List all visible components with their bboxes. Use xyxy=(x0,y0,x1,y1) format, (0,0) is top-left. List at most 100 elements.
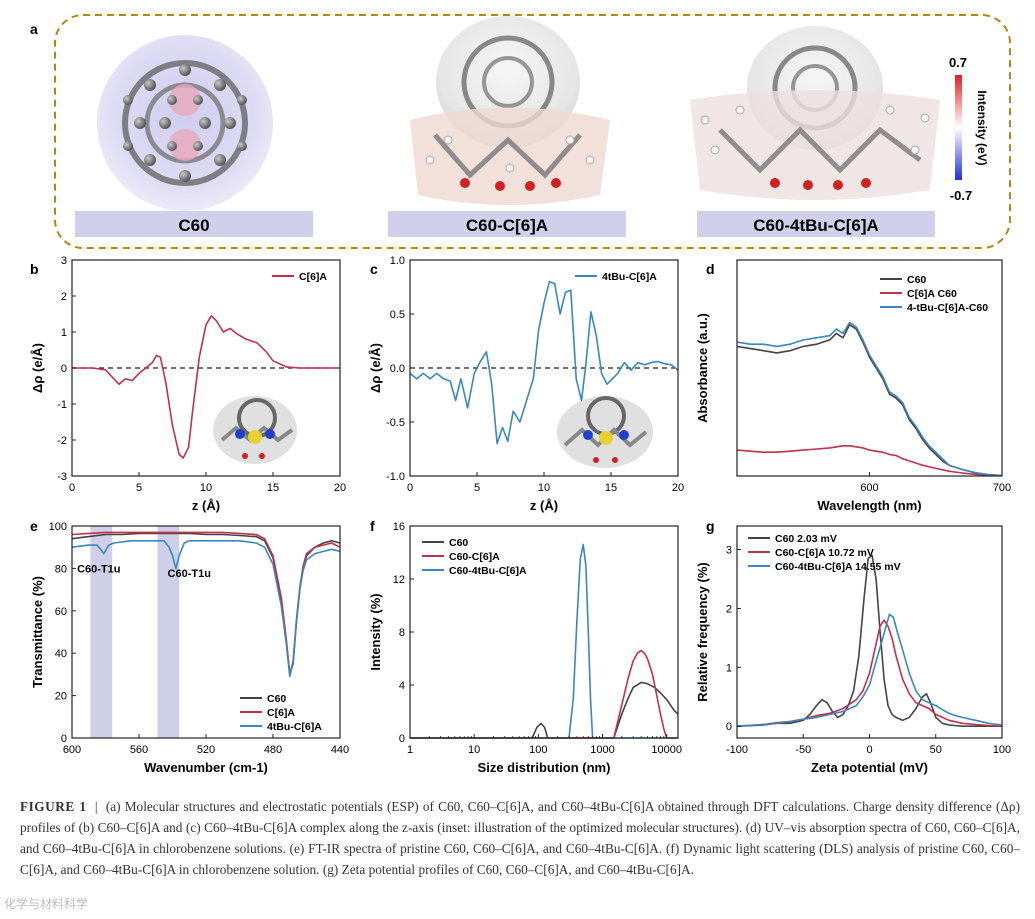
label-bar-c60-c6a xyxy=(388,211,626,237)
legend-label: C[6]A xyxy=(267,707,295,719)
caption-label: FIGURE 1 xyxy=(20,799,87,814)
x-tick-label: 10 xyxy=(468,744,480,756)
y-axis-label: Δρ (e/Å) xyxy=(30,343,45,393)
y-tick-label: 4 xyxy=(399,680,405,692)
x-tick-label: -50 xyxy=(795,744,811,756)
x-tick-label: 700 xyxy=(993,482,1011,494)
x-tick-label: 0 xyxy=(69,482,75,494)
legend-label: C60-4tBu-C[6]A xyxy=(449,565,527,577)
series-line-0 xyxy=(410,681,679,739)
y-axis-label: Intensity (%) xyxy=(368,593,383,670)
x-tick-label: 10 xyxy=(538,482,550,494)
x-tick-label: 560 xyxy=(130,744,148,756)
legend-label: C60 xyxy=(267,693,286,705)
legend-label: C[6]A C60 xyxy=(907,288,957,300)
label-c60-4tbu-c6a: C60-4tBu-C[6]A xyxy=(753,216,879,235)
legend-label: C60 xyxy=(907,274,926,286)
y-tick-label: 80 xyxy=(55,563,67,575)
colorbar xyxy=(955,75,962,180)
panel-a-frame xyxy=(54,14,1011,249)
y-axis-label: Relative frequency (%) xyxy=(695,562,710,701)
legend-label: 4-tBu-C[6]A-C60 xyxy=(907,302,988,314)
x-tick-label: 5 xyxy=(474,482,480,494)
panel-letter-b: b xyxy=(30,261,39,277)
chart-d: 600 700 Wavelength (nm) Absorbance (a.u.) C6… xyxy=(695,259,1011,513)
figure-canvas: a b c d e f g xyxy=(30,14,1011,775)
chart-b: 0 5 10 15 20 -3 -2 -1 0 1 2 3 z (Å) Δρ (e/Å) C[6]A xyxy=(30,255,346,513)
x-tick-label: 100 xyxy=(993,744,1011,756)
chart-c: 0 5 10 15 20 -1.0 -0.5 0.0 0.5 1.0 z (Å) Δρ (e/Å) 4t… xyxy=(368,255,684,513)
y-tick-label: 3 xyxy=(726,545,732,557)
x-axis-label: Size distribution (nm) xyxy=(478,760,611,775)
watermark: 化学与材料科学 xyxy=(4,897,89,911)
y-tick-label: 1 xyxy=(726,662,732,674)
y-tick-label: 20 xyxy=(55,691,67,703)
y-tick-label: 3 xyxy=(61,255,67,267)
y-axis-label: Δρ (e/Å) xyxy=(368,343,383,393)
legend-label: C60-4tBu-C[6]A 14.55 mV xyxy=(775,561,901,573)
inset-molecule-b xyxy=(213,396,297,464)
series-line-1 xyxy=(410,649,678,739)
y-tick-label: 0 xyxy=(726,721,732,733)
series-line-2 xyxy=(736,321,1003,477)
y-tick-label: 2 xyxy=(61,291,67,303)
x-tick-label: 100 xyxy=(529,744,547,756)
series-line-1 xyxy=(736,444,1003,477)
series-line-0 xyxy=(736,323,1003,477)
x-tick-label: 15 xyxy=(267,482,279,494)
y-tick-label: 16 xyxy=(393,521,405,533)
x-axis-label: Wavelength (nm) xyxy=(817,498,921,513)
series-line-2 xyxy=(736,613,1003,727)
y-tick-label: 0.0 xyxy=(390,363,405,375)
c60-molecule-image xyxy=(97,35,273,211)
figure-caption: FIGURE 1 | (a) Molecular structures and … xyxy=(20,796,1020,880)
shaded-band-1 xyxy=(157,526,180,738)
y-tick-label: -1.0 xyxy=(386,471,405,483)
x-tick-label: 520 xyxy=(197,744,215,756)
label-c60-c6a: C60-C[6]A xyxy=(466,216,548,235)
legend-label: C[6]A xyxy=(299,271,327,283)
x-axis-label: Wavenumber (cm-1) xyxy=(144,760,268,775)
x-tick-label: 20 xyxy=(672,482,684,494)
chart-e: 600 560 520 480 440 0 20 40 60 80 100 Wavenumber (c… xyxy=(30,521,349,775)
c60-c6a-molecule-image xyxy=(410,16,610,205)
x-tick-label: 15 xyxy=(605,482,617,494)
x-axis-label: z (Å) xyxy=(192,498,220,513)
chart-g: -100 -50 0 50 100 0 1 2 3 Zeta potential (mV) Rela… xyxy=(695,525,1011,775)
colorbar-min: -0.7 xyxy=(950,188,972,203)
x-tick-label: 440 xyxy=(331,744,349,756)
annotation-label: C60-T1u xyxy=(77,564,120,576)
x-tick-label: 0 xyxy=(407,482,413,494)
y-tick-label: -0.5 xyxy=(386,417,405,429)
x-tick-label: 1000 xyxy=(590,744,614,756)
x-tick-label: 5 xyxy=(136,482,142,494)
colorbar-max: 0.7 xyxy=(949,55,967,70)
inset-molecule-c xyxy=(557,396,653,468)
c60-4tbu-c6a-molecule-image xyxy=(690,26,940,200)
x-tick-label: 10 xyxy=(200,482,212,494)
y-tick-label: 8 xyxy=(399,627,405,639)
x-axis-label: Zeta potential (mV) xyxy=(811,760,928,775)
y-tick-label: 1 xyxy=(61,327,67,339)
y-tick-label: 1.0 xyxy=(390,255,405,267)
y-tick-label: -3 xyxy=(57,471,67,483)
label-c60: C60 xyxy=(178,216,209,235)
label-bar-c60 xyxy=(75,211,313,237)
x-tick-label: -100 xyxy=(726,744,748,756)
caption-text: (a) Molecular structures and electrostat… xyxy=(20,799,1020,877)
legend-label: C60-C[6]A xyxy=(449,551,500,563)
x-tick-label: 1 xyxy=(407,744,413,756)
panel-letter-d: d xyxy=(706,261,715,277)
panel-letter-e: e xyxy=(30,518,38,534)
x-tick-label: 480 xyxy=(264,744,282,756)
chart-f: 1 10 100 1000 10000 0 4 8 12 16 Size distribution … xyxy=(368,521,682,775)
x-tick-label: 50 xyxy=(930,744,942,756)
x-tick-label: 600 xyxy=(860,482,878,494)
y-tick-label: 100 xyxy=(49,521,67,533)
panel-letter-c: c xyxy=(370,261,378,277)
panel-letter-f: f xyxy=(370,518,375,534)
y-tick-label: 0 xyxy=(399,733,405,745)
series-line-0 xyxy=(736,554,1002,728)
legend-label: C60 xyxy=(449,537,468,549)
caption-separator: | xyxy=(94,799,98,814)
